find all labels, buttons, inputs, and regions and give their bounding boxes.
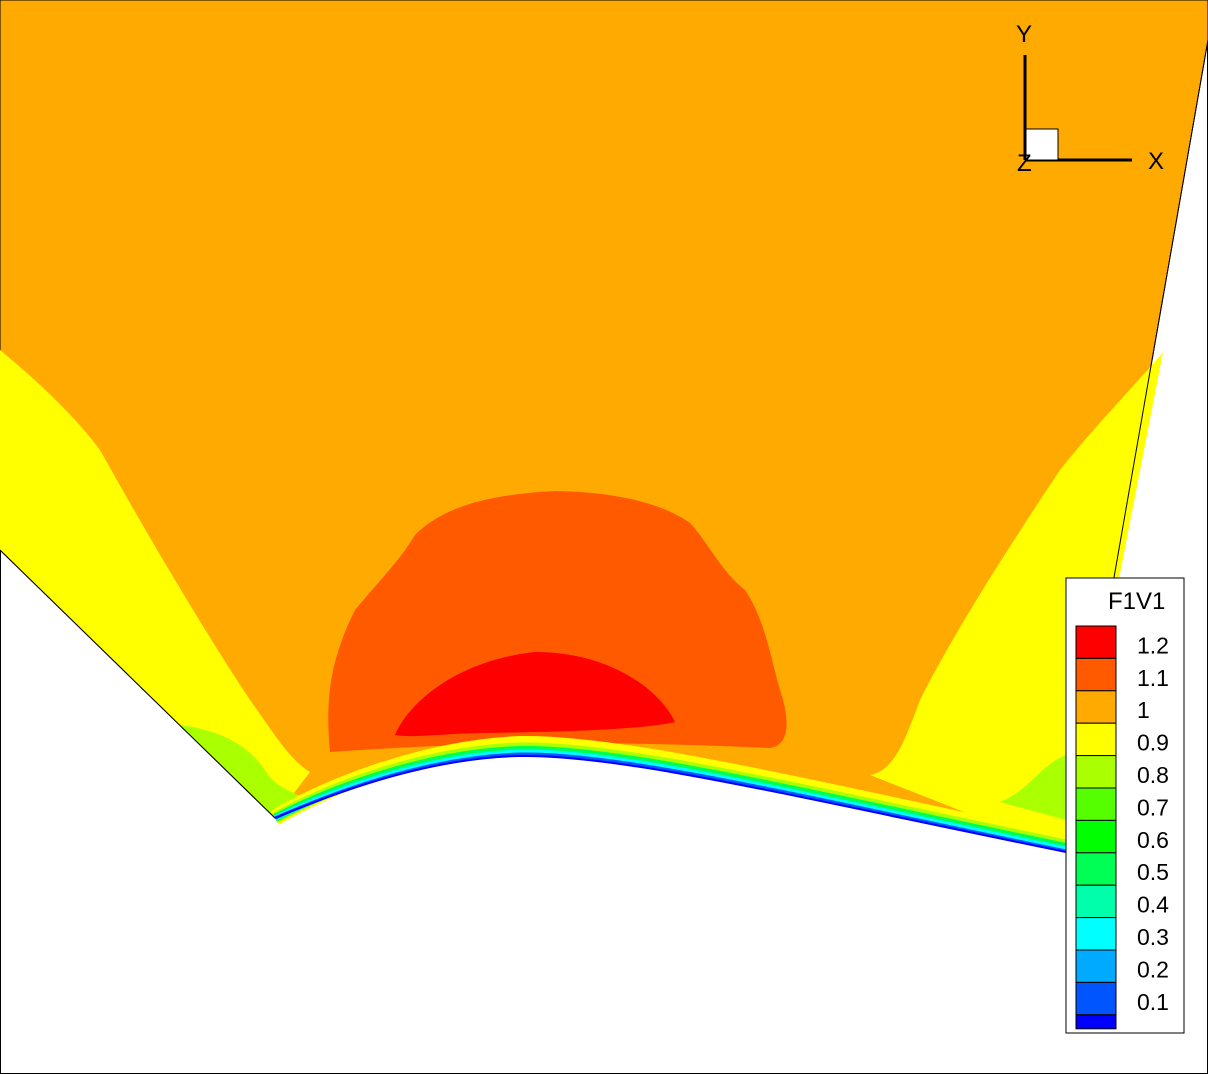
region-level-0.8-right (1000, 755, 1066, 820)
region-level-1.2 (395, 652, 675, 737)
legend-swatch-0.6 (1075, 819, 1117, 854)
legend-label-1.2: 1.2 (1137, 632, 1169, 658)
axes-triad: Y X Z (1016, 21, 1164, 177)
boundary-layer (270, 735, 1068, 853)
axis-y-label: Y (1016, 21, 1032, 48)
legend-label-0.5: 0.5 (1137, 859, 1169, 885)
legend-swatch-0.9 (1075, 722, 1117, 757)
legend-swatch-1.2 (1075, 625, 1117, 659)
axis-x-label: X (1148, 148, 1164, 175)
legend-swatch-0.7 (1075, 787, 1117, 821)
legend-label-0.1: 0.1 (1137, 989, 1169, 1015)
legend-label-0.7: 0.7 (1137, 794, 1169, 820)
legend-swatch-0.3 (1075, 917, 1117, 951)
region-level-0.8-left (180, 725, 310, 818)
axis-z-label: Z (1017, 150, 1032, 177)
legend-swatch-0.8 (1075, 755, 1117, 789)
legend-label-0.9: 0.9 (1137, 730, 1169, 756)
legend-label-0.2: 0.2 (1137, 956, 1169, 982)
legend-label-0.6: 0.6 (1137, 827, 1169, 853)
legend-swatch-0.1 (1075, 981, 1117, 1016)
legend-swatch-0.5 (1075, 852, 1117, 886)
legend-swatch-1 (1075, 690, 1117, 724)
legend-title: F1V1 (1108, 588, 1165, 615)
legend-swatch-0.4 (1075, 884, 1117, 919)
legend-swatch-1.1 (1075, 657, 1117, 692)
region-level-0.9-left (0, 350, 310, 818)
legend-label-0.4: 0.4 (1137, 892, 1169, 918)
legend-label-1: 1 (1137, 697, 1150, 723)
legend-label-1.1: 1.1 (1137, 665, 1169, 691)
legend-label-0.8: 0.8 (1137, 762, 1169, 788)
legend: F1V1 1.2 1.1 1 0.9 0.8 0.7 0.6 0.5 0.4 0.3 0.2 0.1 (1065, 577, 1185, 1034)
legend-swatch-0.2 (1075, 949, 1117, 983)
legend-swatch-bottom (1075, 1014, 1117, 1030)
legend-label-0.3: 0.3 (1137, 924, 1169, 950)
